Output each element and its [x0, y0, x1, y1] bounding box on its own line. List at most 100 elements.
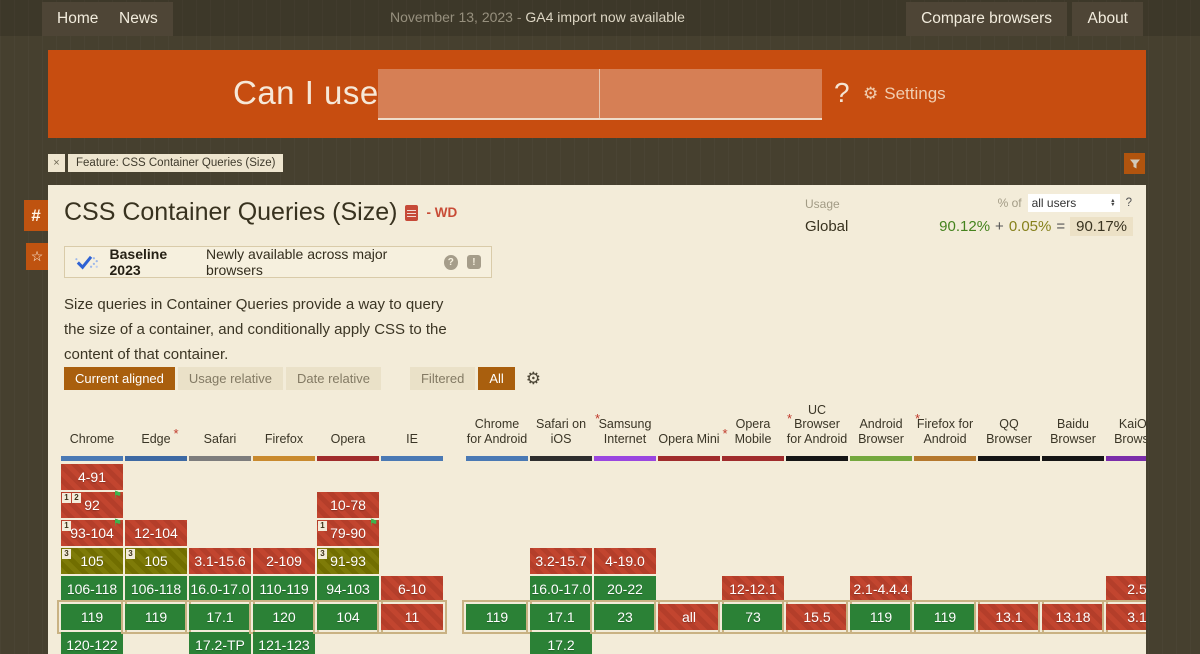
version-range: 17.1	[206, 609, 234, 625]
nav-home-button[interactable]: Home	[42, 2, 114, 36]
support-cell-firefox-110-119[interactable]: 110-119	[253, 576, 315, 602]
flag-icon: ⚑	[369, 518, 378, 529]
support-cell-firefox-120[interactable]: 120	[249, 600, 319, 634]
settings-button[interactable]: ⚙ Settings	[863, 84, 946, 104]
browser-column-header-android: Android Browser *	[850, 375, 920, 451]
filter-button[interactable]	[1124, 153, 1145, 174]
nav-news-button[interactable]: News	[104, 2, 173, 36]
note-badge: 3	[318, 549, 327, 559]
support-cell-ios_saf-17.1[interactable]: 17.1	[526, 600, 596, 634]
table-settings-gear-icon[interactable]: ⚙	[525, 368, 542, 388]
support-cell-android-119[interactable]: 119	[846, 600, 916, 634]
support-cell-kaios-2.5[interactable]: 2.5	[1106, 576, 1146, 602]
browser-usage-bar-and_uc	[786, 456, 848, 461]
support-cell-samsung-4-19.0[interactable]: 4-19.0	[594, 548, 656, 574]
support-cell-chrome-106-118[interactable]: 106-118	[61, 576, 123, 602]
support-cell-ios_saf-17.2[interactable]: 17.2	[530, 632, 592, 654]
browser-usage-bar-opera	[317, 456, 379, 461]
version-range: 10-78	[330, 497, 366, 513]
nav-compare-browsers-button[interactable]: Compare browsers	[906, 2, 1067, 36]
footnote-asterisk: *	[722, 425, 728, 441]
baseline-feedback-icon[interactable]: !	[466, 255, 481, 269]
support-cell-edge-106-118[interactable]: 106-118	[125, 576, 187, 602]
support-cell-opera-91-93[interactable]: 3 91-93	[317, 548, 379, 574]
browser-column-header-and_ff: Firefox for Android	[914, 375, 976, 451]
announcement-link[interactable]: GA4 import now available	[525, 9, 685, 25]
support-cell-edge-105[interactable]: 3 105	[125, 548, 187, 574]
usage-scope-select[interactable]: all users ▲ ▼	[1027, 194, 1120, 212]
close-icon[interactable]: ×	[48, 154, 65, 172]
announcement-date: November 13, 2023 -	[390, 9, 526, 25]
gear-icon: ⚙	[863, 84, 879, 103]
browser-usage-bar-ios_saf	[530, 456, 592, 461]
support-cell-and_uc-15.5[interactable]: 15.5	[782, 600, 852, 634]
support-cell-chrome-93-104[interactable]: 1 93-104 ⚑	[61, 518, 123, 546]
site-logo[interactable]: Can I use	[233, 74, 379, 111]
spec-status[interactable]: - WD	[426, 205, 458, 220]
support-cell-safari-17.1[interactable]: 17.1	[185, 600, 255, 634]
support-cell-firefox-2-109[interactable]: 2-109	[253, 548, 315, 574]
version-range: 120	[272, 609, 296, 625]
support-cell-chrome-92[interactable]: 1 2 92 ⚑	[61, 490, 123, 518]
support-cell-ios_saf-3.2-15.7[interactable]: 3.2-15.7	[530, 548, 592, 574]
support-cell-op_mob-73[interactable]: 73	[718, 600, 788, 634]
search-input-secondary[interactable]	[600, 69, 822, 118]
support-cell-chrome-4-91[interactable]: 4-91	[61, 464, 123, 490]
search-input-primary[interactable]	[378, 69, 600, 118]
support-cell-ie-6-10[interactable]: 6-10	[381, 576, 443, 602]
usage-help-icon[interactable]: ?	[1125, 197, 1132, 209]
version-range: 16.0-17.0	[190, 581, 250, 597]
usage-percentages: 90.12% + 0.05% = 90.17%	[939, 217, 1133, 236]
version-range: 92	[84, 497, 100, 513]
support-cell-samsung-20-22[interactable]: 20-22	[594, 576, 656, 602]
support-cell-chrome-119[interactable]: 119	[57, 600, 127, 634]
support-cell-chrome-105[interactable]: 3 105	[61, 548, 123, 574]
version-range: 3.1-15.6	[194, 553, 246, 569]
nav-about-button[interactable]: About	[1072, 2, 1143, 36]
support-cell-ios_saf-16.0-17.0[interactable]: 16.0-17.0	[530, 576, 592, 602]
support-cell-and_qq-13.1[interactable]: 13.1	[974, 600, 1044, 634]
date-relative-button[interactable]: Date relative	[286, 367, 381, 390]
support-cell-edge-12-104[interactable]: 12-104	[125, 520, 187, 546]
baseline-help-icon[interactable]: ?	[443, 254, 458, 270]
support-cell-and_chr-119[interactable]: 119	[462, 600, 532, 634]
support-cell-android-2.1-4.4.4[interactable]: 2.1-4.4.4	[850, 576, 912, 602]
filtered-button[interactable]: Filtered	[409, 367, 476, 390]
browser-column-header-and_chr: Chrome for Android	[466, 375, 528, 451]
support-cell-op_mini-all[interactable]: all	[654, 600, 724, 634]
support-cell-chrome-120-122[interactable]: 120-122	[61, 632, 123, 654]
support-cell-opera-94-103[interactable]: 94-103	[317, 576, 379, 602]
support-cell-op_mob-12-12.1[interactable]: 12-12.1	[722, 576, 784, 602]
permalink-hash-button[interactable]: #	[24, 200, 48, 231]
all-button[interactable]: All	[478, 367, 515, 390]
support-cell-and_ff-119[interactable]: 119	[910, 600, 980, 634]
support-cell-edge-119[interactable]: 119	[121, 600, 191, 634]
support-cell-safari-17.2-TP[interactable]: 17.2-TP	[189, 632, 251, 654]
support-cell-ie-11[interactable]: 11	[377, 600, 447, 634]
current-aligned-button[interactable]: Current aligned	[64, 367, 175, 390]
support-cell-opera-10-78[interactable]: 10-78	[317, 492, 379, 518]
usage-region: Global	[805, 218, 849, 235]
browser-name: Samsung Internet	[598, 417, 652, 446]
browser-column-header-ios_saf: Safari on iOS *	[530, 375, 600, 451]
favorite-star-button[interactable]: ☆	[26, 243, 48, 270]
search-help-question[interactable]: ?	[834, 77, 850, 108]
support-cell-samsung-23[interactable]: 23	[590, 600, 660, 634]
support-cell-opera-104[interactable]: 104	[313, 600, 383, 634]
version-range: 2.5	[1127, 581, 1146, 597]
support-cell-firefox-121-123[interactable]: 121-123	[253, 632, 315, 654]
support-cell-opera-79-90[interactable]: 1 79-90 ⚑	[317, 518, 379, 546]
support-cell-safari-3.1-15.6[interactable]: 3.1-15.6	[189, 548, 251, 574]
version-range: 119	[933, 609, 957, 625]
support-cell-kaios-3.1[interactable]: 3.1	[1102, 600, 1146, 634]
spec-document-icon[interactable]	[405, 204, 419, 221]
browser-name: IE	[406, 431, 418, 446]
support-table: Chrome 4-91 1 2 92 ⚑ 1 93-104 ⚑ 3 105 106-118 119 120…	[48, 185, 1146, 654]
browser-usage-bar-ie	[381, 456, 443, 461]
browser-usage-bar-and_ff	[914, 456, 976, 461]
usage-relative-button[interactable]: Usage relative	[177, 367, 283, 390]
browser-name: Opera Mini *	[658, 425, 728, 446]
support-cell-safari-16.0-17.0[interactable]: 16.0-17.0	[189, 576, 251, 602]
version-range: 104	[336, 609, 360, 625]
support-cell-baidu-13.18[interactable]: 13.18	[1038, 600, 1108, 634]
